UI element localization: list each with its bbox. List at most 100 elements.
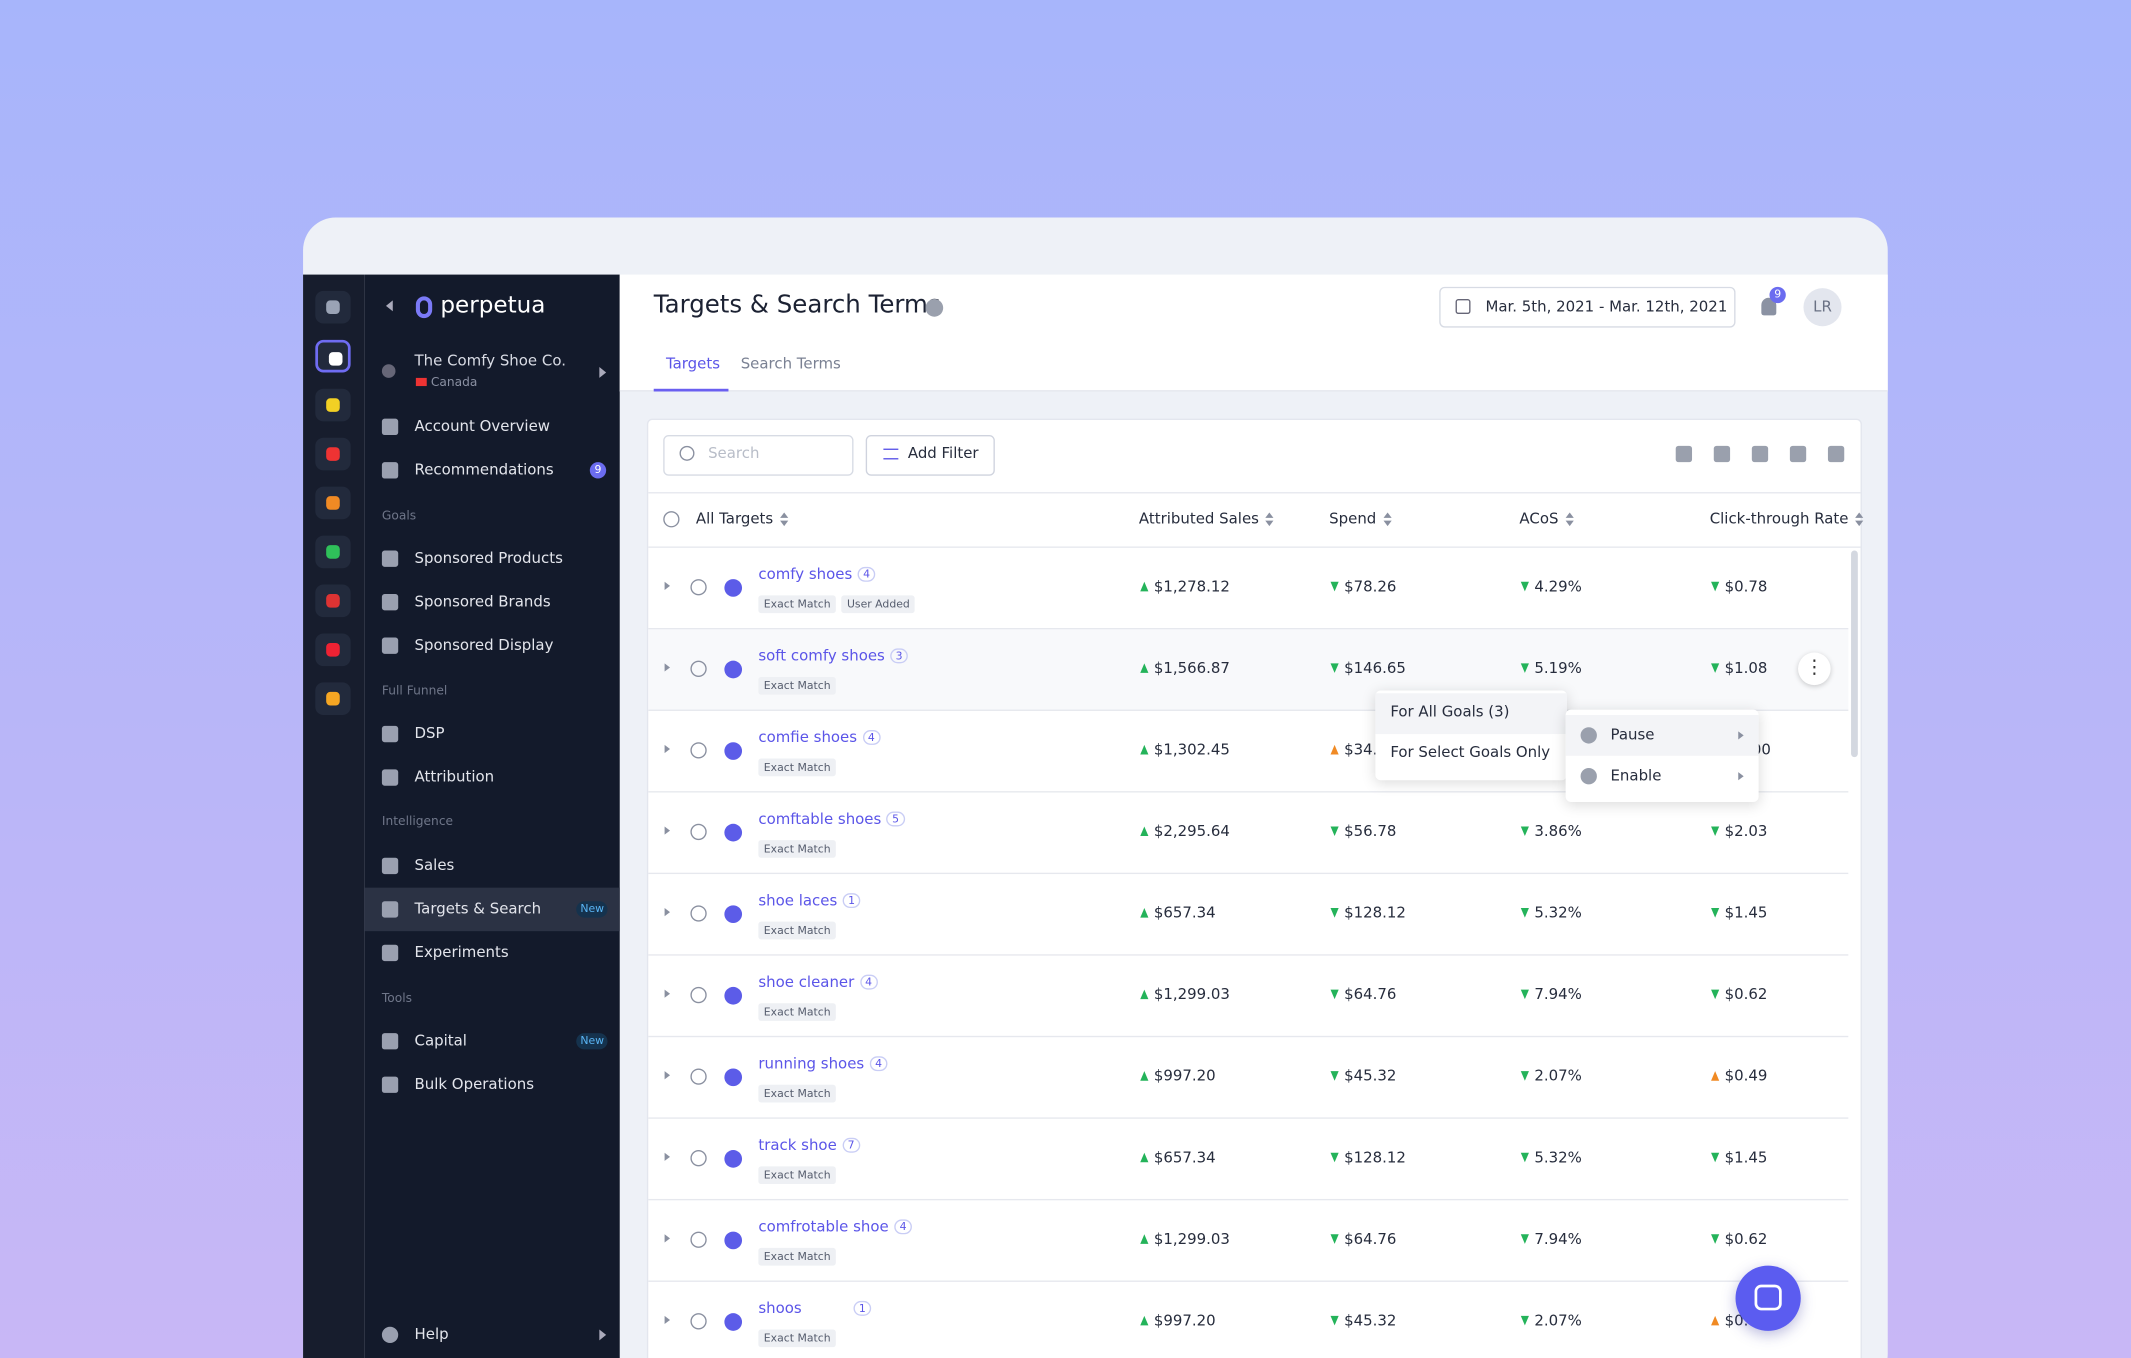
table-row[interactable]: [648, 1037, 1849, 1119]
expand-caret[interactable]: [664, 663, 671, 672]
rail-icon[interactable]: [315, 339, 351, 373]
toolbar-icon[interactable]: [1751, 445, 1769, 463]
nav-item[interactable]: Sales: [414, 855, 455, 874]
expand-caret[interactable]: [664, 581, 671, 590]
nav-item[interactable]: Targets & Search: [414, 899, 542, 918]
notification-count: 9: [1769, 286, 1786, 304]
nav-item[interactable]: Experiments: [414, 943, 509, 962]
column-header[interactable]: Spend: [1329, 509, 1377, 528]
table-row[interactable]: [648, 1200, 1849, 1282]
bell[interactable]: [1761, 297, 1777, 316]
target-name[interactable]: comfy shoes: [758, 565, 853, 584]
target-name[interactable]: running shoes: [758, 1054, 865, 1073]
cell-value: $997.20: [1153, 1311, 1216, 1330]
row-select[interactable]: [690, 660, 707, 677]
target-name[interactable]: shoos: [758, 1299, 802, 1318]
menu-item[interactable]: Enable: [1610, 766, 1662, 785]
rail-icon[interactable]: [315, 388, 351, 422]
target-name[interactable]: shoe cleaner: [758, 973, 855, 991]
rail-icon[interactable]: [315, 290, 351, 324]
target-count: 7: [842, 1137, 861, 1153]
table-row[interactable]: [648, 1119, 1849, 1201]
menu-item[interactable]: For All Goals (3): [1390, 702, 1510, 721]
target-name[interactable]: shoe laces: [758, 891, 838, 910]
rail-icon[interactable]: [315, 584, 351, 618]
nav-item[interactable]: Capital: [414, 1031, 467, 1050]
row-select[interactable]: [690, 1231, 707, 1248]
column-header[interactable]: ACoS: [1519, 509, 1559, 528]
row-select[interactable]: [690, 579, 707, 596]
table-row[interactable]: [648, 711, 1849, 793]
tab[interactable]: Targets: [665, 354, 720, 373]
row-select[interactable]: [690, 1313, 707, 1330]
target-name[interactable]: track shoe: [758, 1136, 837, 1155]
expand-caret[interactable]: [664, 744, 671, 754]
column-header[interactable]: Click-through Rate: [1709, 509, 1849, 528]
column-header[interactable]: All Targets: [695, 509, 774, 528]
tab[interactable]: Search Terms: [740, 354, 841, 373]
row-select[interactable]: [690, 742, 707, 759]
table-row[interactable]: [648, 629, 1849, 711]
tab-underline: [653, 388, 729, 392]
nav-item[interactable]: DSP: [414, 724, 445, 743]
row-menu[interactable]: ⋮: [1798, 652, 1831, 686]
nav-item[interactable]: Account Overview: [414, 417, 551, 435]
rail-icon[interactable]: [315, 633, 351, 667]
nav-item[interactable]: Attribution: [414, 768, 495, 786]
nav-section: Intelligence: [381, 816, 454, 830]
table-row[interactable]: [648, 548, 1849, 630]
help[interactable]: Help: [414, 1325, 449, 1344]
row-select[interactable]: [690, 1068, 707, 1085]
cell-value: $2.03: [1724, 822, 1768, 841]
nav-item[interactable]: Bulk Operations: [414, 1075, 535, 1093]
nav-item[interactable]: Recommendations: [414, 461, 554, 479]
table-row[interactable]: [648, 956, 1849, 1038]
expand-caret[interactable]: [664, 1315, 671, 1325]
target-name[interactable]: comftable shoes: [758, 810, 882, 828]
rail-glyph: [326, 642, 340, 657]
expand-caret[interactable]: [664, 1152, 671, 1161]
cell-value: $1,299.03: [1153, 985, 1230, 1004]
target-name[interactable]: soft comfy shoes: [758, 647, 885, 665]
row-select[interactable]: [690, 1150, 707, 1167]
nav-section: Full Funnel: [381, 684, 448, 699]
expand-caret[interactable]: [664, 989, 671, 998]
expand-caret[interactable]: [664, 908, 671, 917]
trend-arrow: [1140, 663, 1149, 673]
select-all[interactable]: [663, 511, 680, 528]
table-row[interactable]: [648, 793, 1849, 875]
rail-icon[interactable]: [315, 535, 351, 569]
target-name[interactable]: comfrotable shoe: [758, 1217, 889, 1236]
target-name[interactable]: comfie shoes: [758, 728, 858, 747]
column-header[interactable]: Attributed Sales: [1138, 509, 1259, 528]
toolbar-icon[interactable]: [1827, 445, 1845, 463]
row-select[interactable]: [690, 905, 707, 922]
row-select[interactable]: [690, 986, 707, 1004]
rail-icon[interactable]: [315, 682, 351, 716]
bolt-icon: [724, 660, 743, 679]
menu-hover: [1565, 715, 1759, 756]
date-picker[interactable]: [1439, 286, 1736, 328]
add-filter[interactable]: [865, 434, 995, 476]
avatar[interactable]: LR: [1803, 288, 1842, 327]
expand-caret[interactable]: [664, 826, 671, 835]
nav-item[interactable]: Sponsored Brands: [414, 592, 551, 611]
menu-item[interactable]: Pause: [1610, 725, 1655, 744]
account-arrow[interactable]: [599, 367, 607, 378]
expand-caret[interactable]: [664, 1071, 671, 1080]
expand-caret[interactable]: [664, 1234, 671, 1243]
row-select[interactable]: [690, 823, 707, 841]
menu-item[interactable]: For Select Goals Only: [1390, 743, 1551, 762]
rail-icon[interactable]: [315, 437, 351, 471]
toolbar-icon[interactable]: [1713, 445, 1731, 463]
toolbar-icon[interactable]: [1789, 445, 1807, 463]
nav-item[interactable]: Sponsored Display: [414, 636, 554, 655]
nav-item[interactable]: Sponsored Products: [414, 548, 563, 567]
toolbar-icon[interactable]: [1675, 445, 1693, 463]
collapse-arrow[interactable]: [385, 300, 393, 312]
table-row[interactable]: [648, 874, 1849, 956]
rail-icon[interactable]: [315, 486, 351, 520]
search-box[interactable]: [663, 434, 854, 476]
chat-button[interactable]: [1735, 1265, 1801, 1331]
